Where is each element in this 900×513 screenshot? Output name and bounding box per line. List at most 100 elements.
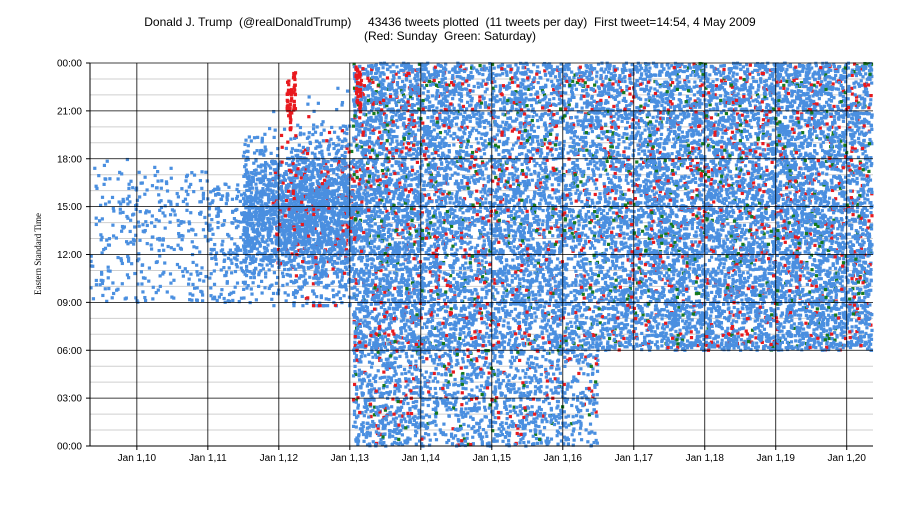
weekday-tweet-point [333,240,337,245]
weekday-tweet-point [256,135,260,139]
saturday-tweet-point [376,350,380,354]
weekday-tweet-point [410,210,414,214]
weekday-tweet-point [254,257,258,261]
weekday-tweet-point [370,350,374,354]
weekday-tweet-point [312,109,316,114]
weekday-tweet-point [286,251,291,256]
weekday-tweet-point [415,102,419,106]
weekday-tweet-point [304,189,308,193]
weekday-tweet-point [141,290,145,294]
weekday-tweet-point [321,120,325,124]
weekday-tweet-point [129,218,133,222]
weekday-tweet-point [296,153,300,157]
weekday-tweet-point [353,351,357,355]
weekday-tweet-point [143,276,147,280]
weekday-tweet-point [355,387,359,391]
weekday-tweet-point [331,245,335,249]
weekday-tweet-point [373,353,378,357]
weekday-tweet-point [345,235,349,239]
weekday-tweet-point [230,261,234,265]
sunday-tweet-point [409,389,413,393]
weekday-tweet-point [416,322,420,326]
weekday-tweet-point [249,224,253,228]
weekday-tweet-point [400,85,404,89]
weekday-tweet-point [373,346,377,350]
weekday-tweet-point [394,88,399,92]
weekday-tweet-point [398,167,402,171]
weekday-tweet-point [262,216,266,220]
weekday-tweet-point [358,427,362,431]
sunday-tweet-point [361,130,365,134]
weekday-tweet-point [304,240,308,244]
weekday-tweet-point [353,420,357,424]
weekday-tweet-point [403,101,408,105]
weekday-tweet-point [322,285,326,289]
weekday-tweet-point [362,219,367,223]
weekday-tweet-point [311,188,315,192]
weekday-tweet-point [398,292,403,296]
weekday-tweet-point [139,270,144,274]
weekday-tweet-point [375,210,379,214]
weekday-tweet-point [94,184,98,188]
sunday-tweet-point [312,189,317,193]
weekday-tweet-point [343,188,347,192]
weekday-tweet-point [301,238,305,242]
weekday-tweet-point [245,196,249,200]
weekday-tweet-point [292,258,296,262]
weekday-tweet-point [399,285,403,289]
weekday-tweet-point [354,240,358,244]
weekday-tweet-point [388,133,392,137]
weekday-tweet-point [417,408,421,412]
weekday-tweet-point [358,125,362,129]
weekday-tweet-point [352,399,356,404]
weekday-tweet-point [341,250,345,254]
weekday-tweet-point [387,234,391,239]
weekday-tweet-point [163,226,167,230]
weekday-tweet-point [167,199,171,203]
weekday-tweet-point [131,237,136,242]
weekday-tweet-point [339,253,343,257]
weekday-tweet-point [378,419,382,423]
weekday-tweet-point [269,151,273,155]
weekday-tweet-point [410,317,414,321]
weekday-tweet-point [389,98,393,102]
weekday-tweet-point [338,223,342,227]
weekday-tweet-point [330,281,334,285]
sunday-tweet-point [378,324,382,329]
weekday-tweet-point [250,171,254,175]
weekday-tweet-point [377,126,381,130]
weekday-tweet-point [384,200,388,204]
weekday-tweet-point [389,172,393,176]
weekday-tweet-point [394,317,399,321]
weekday-tweet-point [263,223,267,227]
weekday-tweet-point [289,137,293,141]
weekday-tweet-point [225,281,229,285]
weekday-tweet-point [331,288,335,292]
weekday-tweet-point [140,263,144,267]
weekday-tweet-point [403,314,407,318]
weekday-tweet-point [251,179,255,184]
weekday-tweet-point [147,210,151,214]
weekday-tweet-point [346,198,351,202]
weekday-tweet-point [260,238,264,242]
weekday-tweet-point [243,220,247,224]
weekday-tweet-point [370,63,374,68]
weekday-tweet-point [306,176,310,181]
weekday-tweet-point [239,296,244,300]
weekday-tweet-point [254,206,259,210]
weekday-tweet-point [246,149,250,154]
sunday-tweet-point [361,93,365,97]
sunday-tweet-point [412,377,416,381]
weekday-tweet-point [272,258,277,262]
weekday-tweet-point [362,308,366,312]
weekday-tweet-point [417,223,422,227]
sunday-tweet-point [358,340,362,344]
weekday-tweet-point [355,166,359,170]
weekday-tweet-point [363,140,367,144]
weekday-tweet-point [268,183,272,188]
weekday-tweet-point [334,230,338,234]
weekday-tweet-point [364,67,368,72]
weekday-tweet-point [294,135,299,139]
weekday-tweet-point [382,341,386,345]
sunday-tweet-point [382,112,387,116]
